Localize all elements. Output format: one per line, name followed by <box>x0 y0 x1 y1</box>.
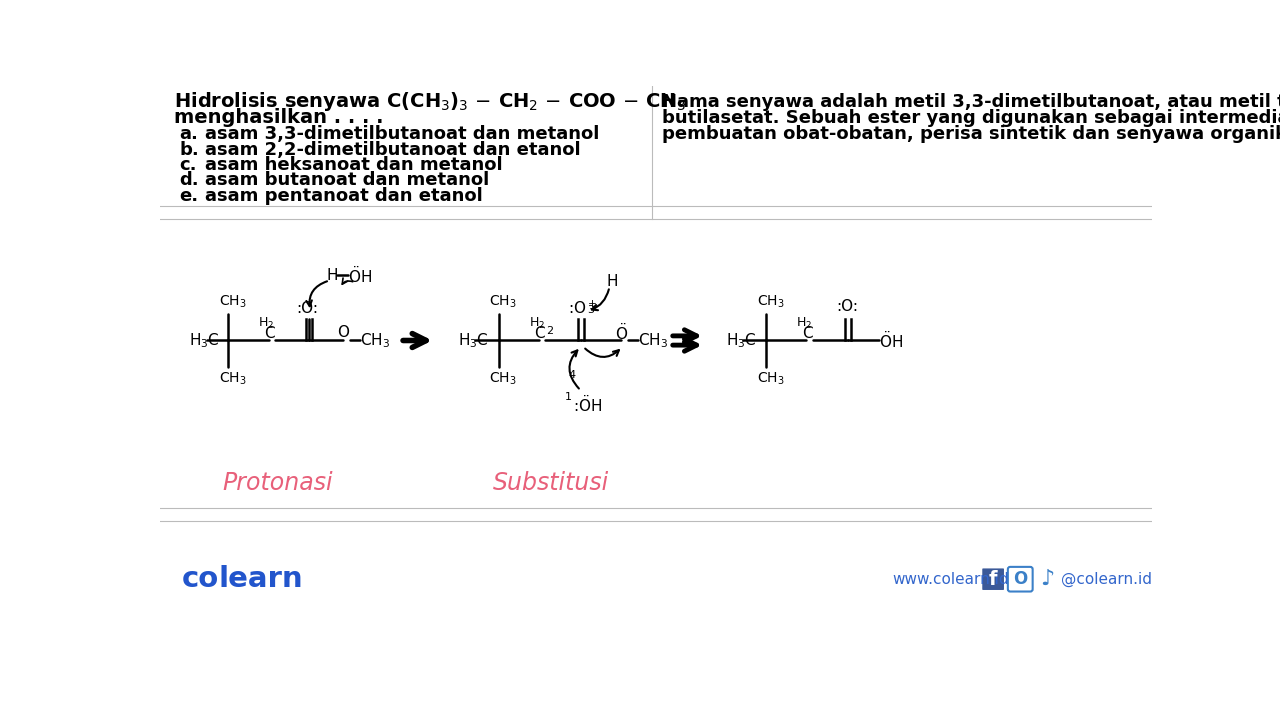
Text: butilasetat. Sebuah ester yang digunakan sebagai intermediat dalam: butilasetat. Sebuah ester yang digunakan… <box>662 109 1280 127</box>
Text: :O:: :O: <box>297 301 319 315</box>
Text: ♪: ♪ <box>1041 570 1055 589</box>
Text: C: C <box>801 326 813 341</box>
FancyBboxPatch shape <box>982 568 1004 590</box>
Text: co: co <box>182 565 219 593</box>
Text: 2: 2 <box>547 326 553 336</box>
Text: H$_2$: H$_2$ <box>796 316 812 331</box>
Text: O: O <box>1014 570 1028 588</box>
Text: asam 2,2-dimetilbutanoat dan etanol: asam 2,2-dimetilbutanoat dan etanol <box>205 140 581 158</box>
Text: CH$_3$: CH$_3$ <box>489 294 517 310</box>
Text: CH$_3$: CH$_3$ <box>756 371 785 387</box>
Text: www.colearn.id: www.colearn.id <box>892 572 1009 587</box>
FancyBboxPatch shape <box>1007 567 1033 592</box>
Text: Protonasi: Protonasi <box>221 471 333 495</box>
Text: $\ddot{\rm O}$: $\ddot{\rm O}$ <box>614 323 627 343</box>
Text: asam 3,3-dimetilbutanoat dan metanol: asam 3,3-dimetilbutanoat dan metanol <box>205 125 599 143</box>
Text: O: O <box>337 325 349 341</box>
Text: CH$_3$: CH$_3$ <box>219 371 247 387</box>
Text: @colearn.id: @colearn.id <box>1061 572 1152 587</box>
Text: asam heksanoat dan metanol: asam heksanoat dan metanol <box>205 156 503 174</box>
Text: pembuatan obat-obatan, perisa sintetik dan senyawa organik lainnya.: pembuatan obat-obatan, perisa sintetik d… <box>662 125 1280 143</box>
Text: Nama senyawa adalah metil 3,3-dimetilbutanoat, atau metil ters-: Nama senyawa adalah metil 3,3-dimetilbut… <box>662 93 1280 111</box>
Text: CH$_3$: CH$_3$ <box>639 331 668 350</box>
Text: :$\ddot{\rm O}$H: :$\ddot{\rm O}$H <box>573 394 602 415</box>
Text: 4: 4 <box>568 370 576 380</box>
Text: 3: 3 <box>588 305 594 315</box>
Text: c.: c. <box>179 156 197 174</box>
Text: e.: e. <box>179 186 198 204</box>
Text: asam pentanoat dan etanol: asam pentanoat dan etanol <box>205 186 483 204</box>
Text: asam butanoat dan metanol: asam butanoat dan metanol <box>205 171 489 189</box>
Text: H$_2$: H$_2$ <box>259 316 274 331</box>
Text: f: f <box>989 570 997 589</box>
Text: a.: a. <box>179 125 198 143</box>
Text: $\ddot{\rm O}$H: $\ddot{\rm O}$H <box>879 330 904 351</box>
Text: CH$_3$: CH$_3$ <box>219 294 247 310</box>
Text: :O:: :O: <box>836 299 858 314</box>
Text: d.: d. <box>179 171 198 189</box>
Text: H$_3$C: H$_3$C <box>189 331 220 350</box>
Text: H$_3$C: H$_3$C <box>726 331 756 350</box>
Text: CH$_3$: CH$_3$ <box>756 294 785 310</box>
Text: Hidrolisis senyawa C(CH$_3$)$_3$ $-$ CH$_2$ $-$ COO $-$ CH$_3$: Hidrolisis senyawa C(CH$_3$)$_3$ $-$ CH$… <box>174 90 686 113</box>
Text: H: H <box>326 268 338 282</box>
Text: CH$_3$: CH$_3$ <box>360 331 390 350</box>
Text: C: C <box>535 326 545 341</box>
Text: Substitusi: Substitusi <box>493 471 609 495</box>
Text: b.: b. <box>179 140 200 158</box>
Text: learn: learn <box>218 565 303 593</box>
Text: C: C <box>264 326 275 341</box>
Text: 1: 1 <box>566 392 572 402</box>
Text: H: H <box>605 274 617 289</box>
Text: :O$^+$: :O$^+$ <box>568 300 598 317</box>
Text: H$_3$C: H$_3$C <box>458 331 489 350</box>
Text: H$_2$: H$_2$ <box>529 316 545 331</box>
Text: menghasilkan . . . .: menghasilkan . . . . <box>174 109 384 127</box>
Text: CH$_3$: CH$_3$ <box>489 371 517 387</box>
Text: $\ddot{\rm O}$H: $\ddot{\rm O}$H <box>348 264 371 286</box>
